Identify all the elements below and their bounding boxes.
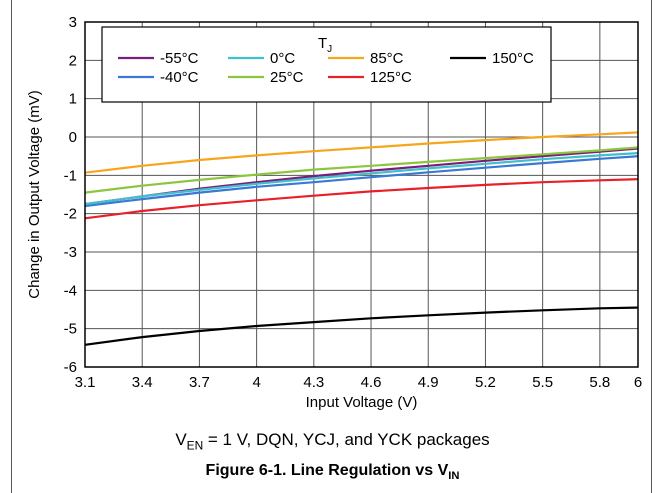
x-tick-label: 5.2 <box>475 374 496 391</box>
y-tick-label: -3 <box>64 244 77 261</box>
legend-entry-label: 150°C <box>492 50 534 67</box>
figure-caption: Figure 6-1. Line Regulation vs VIN <box>0 462 665 482</box>
x-tick-label: 5.8 <box>589 374 610 391</box>
x-tick-label: 4.3 <box>303 374 324 391</box>
x-axis-label: Input Voltage (V) <box>306 394 418 411</box>
legend: TJ -55°C 0°C 85°C 150°C -40°C 25°C 125°C <box>101 26 552 103</box>
x-tick-label: 4.9 <box>418 374 439 391</box>
series-line <box>84 306 639 346</box>
x-tick-label: 4 <box>252 374 260 391</box>
x-tick-label: 6 <box>634 374 642 391</box>
y-tick-label: 3 <box>69 14 77 31</box>
legend-entry-label: 125°C <box>370 69 412 86</box>
legend-entry-label: 85°C <box>370 50 404 67</box>
figure-frame <box>11 0 652 493</box>
legend-box <box>101 26 552 103</box>
tick-labels: 3.1 3.4 3.7 4 4.3 4.6 4.9 5.2 5.5 5.8 6 3 2 1 0 -1 -2 -3 -… <box>64 14 643 391</box>
x-tick-label: 5.5 <box>532 374 553 391</box>
series-line <box>84 152 639 206</box>
legend-entry-label: 25°C <box>270 69 304 86</box>
legend-entry-label: 0°C <box>270 50 295 67</box>
y-tick-label: -4 <box>64 282 77 299</box>
legend-entry-label: -40°C <box>160 69 199 86</box>
series-line <box>84 146 639 194</box>
series-layer <box>84 131 639 346</box>
condition-sub: EN <box>186 438 204 453</box>
test-conditions: VEN = 1 V, DQN, YCJ, and YCK packages <box>0 430 665 452</box>
x-tick-label: 3.7 <box>189 374 210 391</box>
condition-prefix: V <box>175 430 187 449</box>
y-tick-label: -1 <box>64 167 77 184</box>
line-chart: 3.1 3.4 3.7 4 4.3 4.6 4.9 5.2 5.5 5.8 6 3 2 1 0 -1 -2 -3 -… <box>26 14 643 411</box>
y-tick-label: -2 <box>64 206 77 223</box>
y-tick-label: 2 <box>69 52 77 69</box>
x-tick-label: 3.4 <box>132 374 153 391</box>
series-line <box>84 178 639 220</box>
y-tick-label: 0 <box>69 129 77 146</box>
x-tick-label: 4.6 <box>361 374 382 391</box>
series-line <box>84 155 639 208</box>
condition-text: = 1 V, DQN, YCJ, and YCK packages <box>203 430 490 449</box>
plot-area <box>84 21 639 368</box>
y-tick-label: -5 <box>64 321 77 338</box>
y-tick-label: 1 <box>69 91 77 108</box>
x-tick-label: 3.1 <box>75 374 96 391</box>
legend-title: TJ <box>318 35 332 55</box>
y-tick-label: -6 <box>64 359 77 376</box>
caption-text: Figure 6-1. Line Regulation vs V <box>205 462 449 479</box>
y-axis-label: Change in Output Voltage (mV) <box>26 90 43 298</box>
caption-sub: IN <box>448 470 460 483</box>
legend-entry-label: -55°C <box>160 50 199 67</box>
series-line <box>84 131 639 174</box>
